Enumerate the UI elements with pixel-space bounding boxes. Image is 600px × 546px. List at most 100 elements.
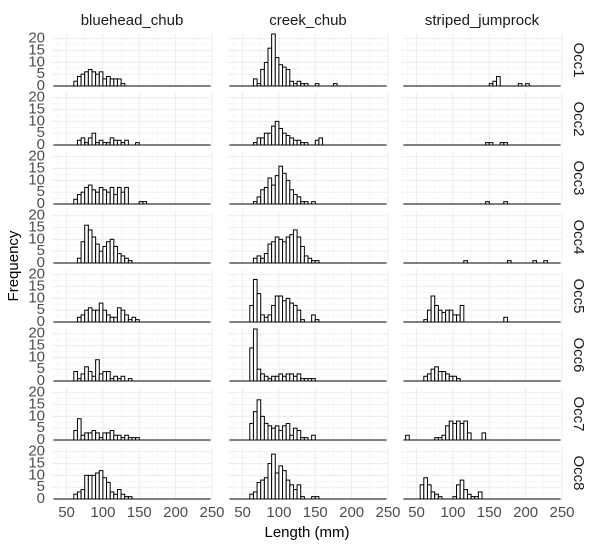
histogram-bar <box>256 368 262 382</box>
histogram-bar <box>109 430 115 441</box>
histogram-bar <box>260 415 265 441</box>
row-strip-label-Occ1: Occ1 <box>570 42 587 77</box>
histogram-bar <box>437 371 443 382</box>
histogram-bar <box>300 319 305 323</box>
y-tick-label: 15 <box>28 337 45 354</box>
histogram-bar <box>263 375 269 382</box>
histogram-bar <box>256 293 262 323</box>
histogram-bar <box>470 496 476 500</box>
column-strip-label-striped_jumprock: striped_jumprock <box>425 12 540 29</box>
histogram-bar <box>98 250 104 264</box>
histogram-bar <box>76 257 82 264</box>
column-strip-label-bluehead_chub: bluehead_chub <box>81 12 184 29</box>
histogram-bar <box>289 189 294 205</box>
x-tick-label: 100 <box>440 504 465 521</box>
panel-Occ7-striped_jumprock <box>402 388 563 441</box>
y-tick-label: 15 <box>28 278 45 295</box>
histogram-bar <box>252 142 258 146</box>
histogram-bar <box>102 189 108 205</box>
histogram-bar <box>485 142 490 146</box>
panel-background <box>52 34 212 86</box>
histogram-bar <box>448 420 454 441</box>
histogram-bar <box>84 224 89 264</box>
histogram-bar <box>456 378 461 382</box>
histogram-bar <box>124 257 129 264</box>
histogram-bar <box>274 120 280 146</box>
histogram-bar <box>76 316 82 323</box>
histogram-bar <box>314 496 320 500</box>
histogram-bar <box>311 434 316 441</box>
histogram-bar <box>80 73 86 87</box>
y-tick-label: 15 <box>28 101 45 118</box>
histogram-bar <box>448 375 454 382</box>
histogram-bar <box>441 371 447 382</box>
histogram-bar <box>492 80 498 87</box>
panel-background <box>402 388 562 440</box>
histogram-bar <box>278 373 284 382</box>
histogram-bar <box>87 137 93 146</box>
row-strip-label-Occ3: Occ3 <box>570 160 587 195</box>
histogram-bar <box>311 378 316 382</box>
histogram-bar <box>252 411 258 441</box>
histogram-bar <box>300 83 305 87</box>
x-tick-label: 100 <box>266 504 291 521</box>
histogram-bar <box>252 201 258 205</box>
histogram-bar <box>113 139 118 146</box>
panel-Occ5-striped_jumprock <box>402 270 563 323</box>
panel-background <box>52 93 212 145</box>
histogram-bar <box>113 245 118 264</box>
histogram-bar <box>80 191 86 205</box>
histogram-bar <box>91 132 97 146</box>
y-tick-label: 0 <box>37 313 45 330</box>
strip-labels-layer: bluehead_chub creek_chub striped_jumprock O… <box>81 12 587 491</box>
histogram-bar <box>249 493 254 500</box>
histogram-bar <box>278 127 284 146</box>
panel-Occ3-bluehead_chub <box>52 152 213 205</box>
histogram-bar <box>532 260 538 264</box>
histogram-bar <box>76 194 82 205</box>
histogram-bar <box>271 453 276 500</box>
histogram-bar <box>463 489 468 500</box>
row-strip-label-Occ4: Occ4 <box>570 219 587 254</box>
histogram-bar <box>271 241 276 264</box>
histogram-bar <box>300 245 305 264</box>
y-tick-label: 0 <box>37 254 45 271</box>
histogram-bar <box>73 430 78 441</box>
panel-Occ2-bluehead_chub <box>52 93 213 146</box>
histogram-bar <box>434 304 439 323</box>
y-tick-label: 5 <box>37 242 45 259</box>
histogram-bar <box>271 184 276 205</box>
histogram-bar <box>292 489 298 500</box>
row-strip-label-Occ6: Occ6 <box>570 337 587 372</box>
histogram-bar <box>73 198 78 205</box>
histogram-bar <box>426 373 432 382</box>
histogram-bar <box>314 139 320 146</box>
histogram-bar <box>452 496 458 500</box>
histogram-bar <box>116 253 122 264</box>
panel-background <box>402 34 562 86</box>
y-tick-label: 10 <box>28 466 45 483</box>
y-tick-label: 5 <box>37 419 45 436</box>
histogram-bar <box>260 257 265 264</box>
histogram-bar <box>267 425 273 441</box>
histogram-bar <box>445 373 450 382</box>
y-tick-label: 10 <box>28 289 45 306</box>
y-tick-label: 15 <box>28 396 45 413</box>
histogram-bar <box>311 496 316 500</box>
histogram-bar <box>496 76 501 87</box>
panel-Occ8-striped_jumprock <box>402 447 563 500</box>
histogram-bar <box>91 474 97 500</box>
panel-background <box>402 93 562 145</box>
y-tick-label: 5 <box>37 360 45 377</box>
histogram-bar <box>87 474 93 500</box>
histogram-bar <box>274 472 280 500</box>
histogram-bar <box>445 309 450 323</box>
histogram-bar <box>459 304 465 323</box>
panel-background <box>52 329 212 381</box>
histogram-bar <box>91 71 97 87</box>
histogram-bar <box>127 437 133 441</box>
panel-background <box>52 211 212 263</box>
row-strip-label-Occ5: Occ5 <box>570 278 587 313</box>
y-tick-label: 10 <box>28 171 45 188</box>
histogram-bar <box>116 434 122 441</box>
